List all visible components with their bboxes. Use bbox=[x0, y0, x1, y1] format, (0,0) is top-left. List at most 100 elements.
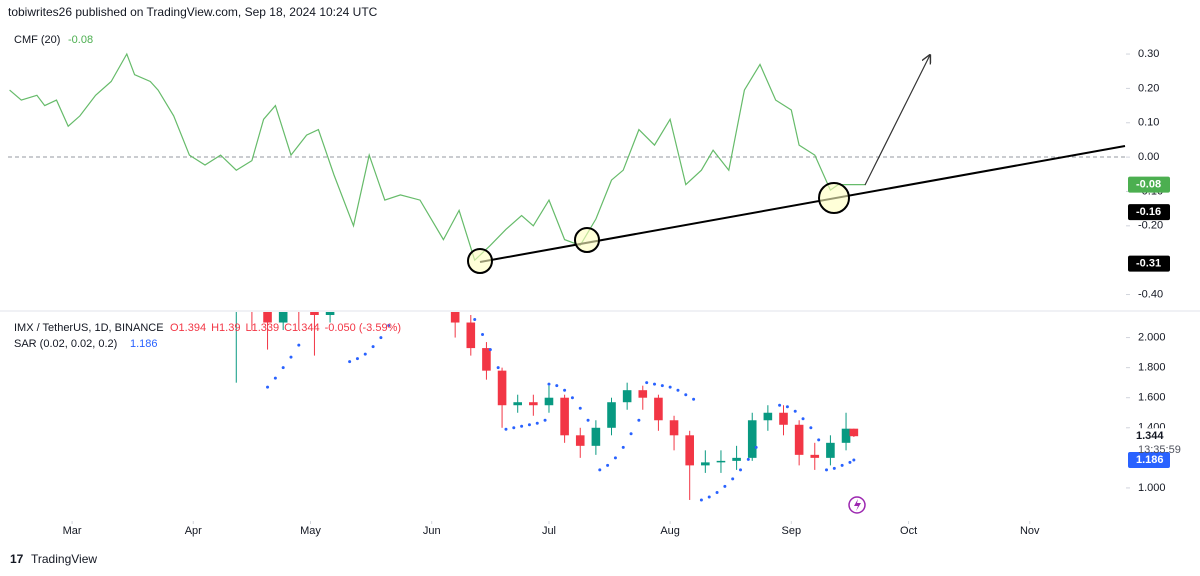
candle-body bbox=[544, 397, 554, 406]
sar-dot bbox=[527, 423, 531, 427]
touch-circle bbox=[467, 248, 493, 274]
sar-dot bbox=[348, 360, 352, 364]
sar-dot bbox=[676, 388, 680, 392]
candle-body bbox=[450, 312, 460, 323]
sar-dot bbox=[598, 468, 602, 472]
ohlc-value: H1.39 bbox=[211, 322, 240, 334]
sar-dot bbox=[637, 418, 641, 422]
candle-body bbox=[747, 420, 757, 458]
sar-dot bbox=[731, 477, 735, 481]
candle-body bbox=[373, 262, 382, 277]
candle-body bbox=[669, 420, 679, 436]
candle-body bbox=[826, 442, 835, 458]
touch-circle bbox=[818, 182, 850, 214]
drawings bbox=[467, 55, 1126, 514]
candle-body bbox=[325, 312, 335, 316]
countdown: 13:35:59 bbox=[1138, 444, 1181, 456]
pane bbox=[235, 262, 859, 502]
price-badge-label: -0.16 bbox=[1136, 206, 1161, 218]
candle-body bbox=[310, 312, 319, 316]
sar-dot bbox=[512, 426, 516, 430]
candle-body bbox=[794, 424, 804, 455]
sar-dot bbox=[586, 418, 590, 422]
candle-body bbox=[732, 457, 741, 461]
price-badge bbox=[1128, 176, 1170, 193]
sar-dot bbox=[363, 352, 367, 356]
pane bbox=[9, 52, 866, 262]
cmf-legend: CMF (20) bbox=[14, 34, 60, 46]
sar-dot bbox=[535, 421, 539, 425]
sar-dot bbox=[746, 457, 750, 461]
x-tick-label: Jul bbox=[542, 525, 556, 537]
x-tick-label: Sep bbox=[782, 525, 802, 537]
ohlc-value: L1.339 bbox=[245, 322, 279, 334]
price-badge-label: -0.08 bbox=[1136, 179, 1161, 191]
sar-dot bbox=[621, 445, 625, 449]
sar-legend: SAR (0.02, 0.02, 0.2) bbox=[14, 338, 117, 350]
ohlc-legend: O1.394 H1.39 L1.339 C1.344 -0.050 (-3.59%) bbox=[170, 322, 401, 334]
x-tick-label: Oct bbox=[900, 525, 917, 537]
sar-dot bbox=[488, 348, 492, 352]
cmf-line bbox=[9, 52, 866, 262]
ohlc-value: O1.394 bbox=[170, 322, 206, 334]
candle-body bbox=[420, 285, 429, 293]
candle-body bbox=[435, 285, 444, 300]
sar-dot bbox=[723, 484, 727, 488]
candle-body bbox=[763, 412, 773, 421]
sar-dot bbox=[668, 385, 672, 389]
sar-dot bbox=[852, 458, 856, 462]
sar-dot bbox=[613, 456, 617, 460]
ohlc-value: C1.344 bbox=[284, 322, 319, 334]
y-tick-label: 0.10 bbox=[1138, 117, 1159, 129]
x-tick-label: Jun bbox=[423, 525, 441, 537]
sar-dot bbox=[371, 345, 375, 349]
footer: 17 TradingView bbox=[10, 552, 97, 566]
sar-dot bbox=[840, 463, 844, 467]
price-badge bbox=[1128, 255, 1170, 272]
candle-body bbox=[779, 412, 788, 425]
sar-dot bbox=[801, 417, 805, 421]
y-tick-label: 1.800 bbox=[1138, 362, 1166, 374]
sar-dot bbox=[520, 424, 524, 428]
sar-dot bbox=[824, 468, 828, 472]
price-badge bbox=[1128, 428, 1170, 445]
sar-dot bbox=[754, 445, 758, 449]
candle-body bbox=[357, 277, 366, 292]
sar-dot bbox=[281, 366, 285, 370]
candle-body bbox=[685, 435, 694, 466]
candle-body bbox=[341, 277, 350, 292]
plot-layer: 0.300.200.100.00-0.10-0.20-0.40-0.08-0.1… bbox=[9, 48, 1170, 537]
candle-body bbox=[622, 390, 632, 403]
y-tick-label: 1.600 bbox=[1138, 392, 1166, 404]
touch-circle bbox=[574, 227, 600, 253]
candle-body bbox=[248, 292, 257, 307]
y-tick-label: -0.20 bbox=[1138, 220, 1163, 232]
x-tick-label: Mar bbox=[63, 525, 82, 537]
candle-body bbox=[607, 402, 616, 428]
sar-dot bbox=[809, 426, 813, 430]
sar-dot bbox=[817, 438, 821, 442]
footer-brand: TradingView bbox=[31, 552, 97, 566]
candle-body bbox=[263, 312, 272, 323]
y-tick-label: 0.20 bbox=[1138, 82, 1159, 94]
candle-body bbox=[529, 402, 538, 406]
y-tick-label: 2.000 bbox=[1138, 331, 1166, 343]
sar-dot bbox=[481, 333, 485, 337]
sar-dot bbox=[563, 388, 567, 392]
event-bolt bbox=[854, 499, 861, 511]
price-badge bbox=[1128, 451, 1170, 468]
y-tick-label: -0.40 bbox=[1138, 288, 1163, 300]
price-legend: IMX / TetherUS, 1D, BINANCE bbox=[14, 322, 164, 334]
candle-body bbox=[810, 454, 820, 458]
sar-dot bbox=[660, 384, 664, 388]
sar-dot bbox=[645, 381, 649, 385]
sar-dot bbox=[555, 384, 559, 388]
sar-dot bbox=[684, 393, 688, 397]
sar-dot bbox=[629, 432, 633, 436]
sar-dot bbox=[273, 376, 277, 380]
sar-dot bbox=[297, 343, 301, 347]
sar-dot bbox=[543, 418, 547, 422]
candle-body bbox=[575, 435, 585, 446]
candle-body bbox=[513, 402, 523, 406]
